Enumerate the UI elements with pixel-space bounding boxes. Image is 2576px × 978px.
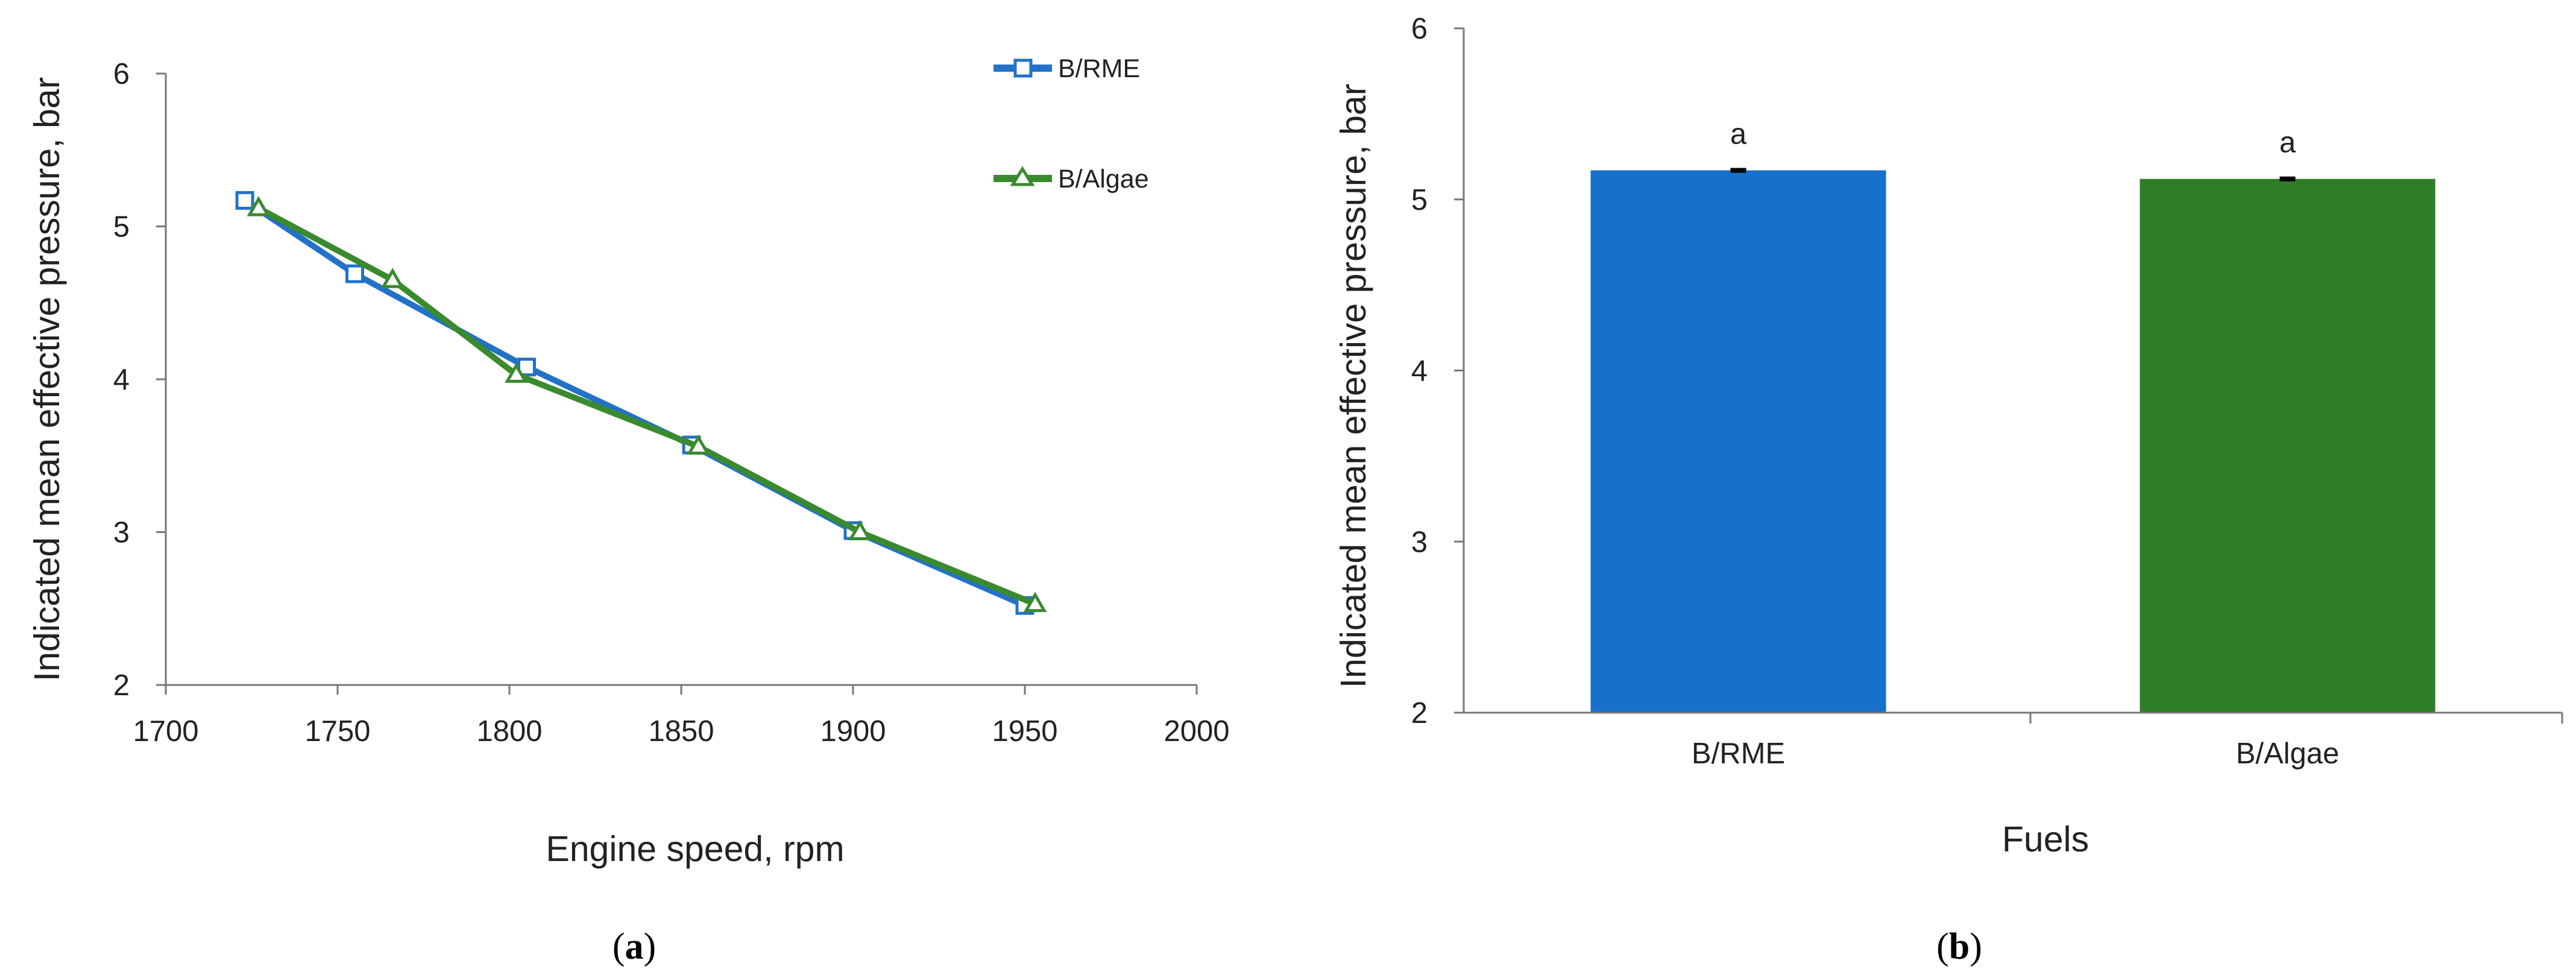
data-point-b-algae xyxy=(247,196,271,216)
data-point-b-algae xyxy=(848,520,872,540)
y-axis-ticks: 2 3 4 5 6 xyxy=(113,58,166,702)
line-series xyxy=(235,191,1047,615)
legend-item-b-rme: B/RME xyxy=(994,54,1140,83)
x-category-label-b-algae: B/Algae xyxy=(2236,737,2340,770)
data-point-b-algae xyxy=(505,362,528,383)
y-tick-label: 3 xyxy=(1411,526,1428,558)
x-tick-label: 1950 xyxy=(992,715,1057,748)
y-tick-label: 4 xyxy=(113,364,130,396)
data-point-b-algae xyxy=(380,268,405,288)
data-point-b-algae xyxy=(1023,592,1047,613)
data-point-b-rme xyxy=(345,264,364,283)
legend: B/RME B/Algae xyxy=(994,54,1149,194)
x-tick-label: 1750 xyxy=(304,715,370,748)
x-axis-ticks: 1700 1750 1800 1850 1900 1950 2000 xyxy=(133,685,1230,748)
x-axis-title: Engine speed, rpm xyxy=(546,829,844,869)
y-tick-label: 5 xyxy=(1411,184,1428,216)
significance-label-b-algae: a xyxy=(2279,127,2296,159)
bar-b-rme xyxy=(1590,170,1886,713)
x-tick-label: 1900 xyxy=(820,715,886,748)
legend-triangle-marker xyxy=(1010,166,1035,186)
data-point-b-rme xyxy=(235,191,254,210)
y-tick-label: 3 xyxy=(113,517,130,549)
y-tick-label: 2 xyxy=(1411,697,1428,730)
panel-caption-a: (a) xyxy=(613,926,656,967)
x-tick-label: 2000 xyxy=(1164,715,1229,748)
x-category-label-b-rme: B/RME xyxy=(1692,737,1785,770)
line-chart-panel: 2 3 4 5 6 1700 1750 1800 1850 1900 1950 2000 Indic… xyxy=(27,54,1230,967)
bar-b-algae xyxy=(2140,178,2436,713)
legend-label-b-algae: B/Algae xyxy=(1058,165,1149,194)
y-axis-title: Indicated mean effective pressure, bar xyxy=(1334,84,1373,688)
legend-item-b-algae: B/Algae xyxy=(994,165,1149,194)
legend-label-b-rme: B/RME xyxy=(1058,54,1140,83)
y-axis-ticks: 2 3 4 5 6 xyxy=(1411,13,1464,730)
y-tick-label: 4 xyxy=(1411,355,1428,388)
legend-square-marker xyxy=(1013,58,1033,78)
x-tick-label: 1850 xyxy=(648,715,714,748)
x-axis-labels: B/RME B/Algae xyxy=(1692,737,2339,770)
y-tick-label: 6 xyxy=(113,58,130,90)
y-tick-label: 2 xyxy=(113,669,130,702)
x-tick-label: 1800 xyxy=(476,715,542,748)
y-axis-title: Indicated mean effective pressure, bar xyxy=(27,77,67,681)
y-tick-label: 5 xyxy=(113,211,130,244)
x-axis-title: Fuels xyxy=(2002,819,2089,859)
panel-caption-b: (b) xyxy=(1936,926,1982,967)
series-line-b-algae xyxy=(255,205,1039,607)
data-point-b-algae xyxy=(687,434,710,455)
y-tick-label: 6 xyxy=(1411,13,1428,45)
x-tick-label: 1700 xyxy=(133,715,198,748)
significance-label-b-rme: a xyxy=(1730,118,1747,151)
